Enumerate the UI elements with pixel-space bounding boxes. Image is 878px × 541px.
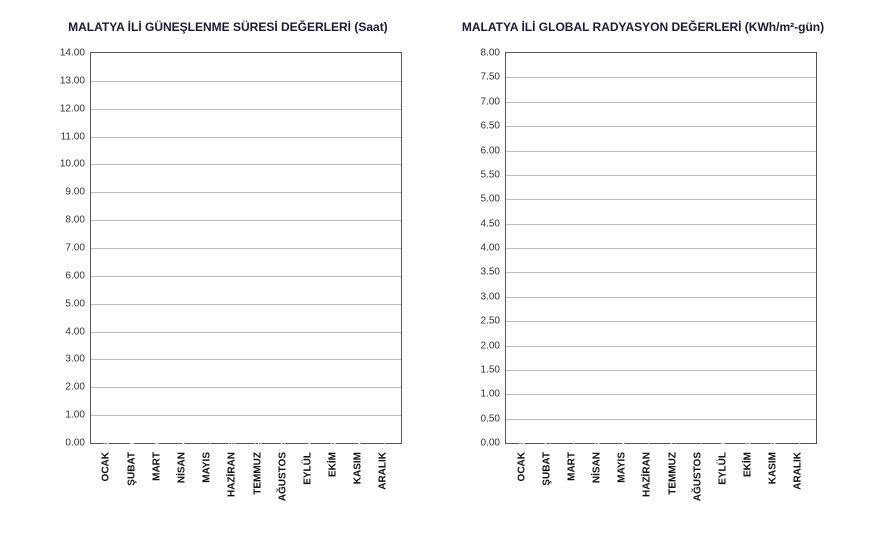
x-label: MART: [151, 452, 162, 481]
chart-sunshine: MALATYA İLİ GÜNEŞLENME SÜRESİ DEĞERLERİ …: [54, 20, 402, 506]
x-label-slot: EYLÜL: [297, 446, 318, 506]
y-tick-label: 5.00: [481, 194, 506, 205]
x-label: ARALIK: [378, 452, 389, 490]
plot-area: 0.000.501.001.502.002.503.003.504.004.50…: [506, 53, 816, 443]
plot-frame: 0.000.501.001.502.002.503.003.504.004.50…: [505, 52, 817, 444]
x-label-slot: NİSAN: [587, 446, 608, 506]
y-tick-label: 13.00: [60, 75, 91, 86]
x-label-slot: HAZİRAN: [222, 446, 243, 506]
x-label: AĞUSTOS: [692, 452, 703, 501]
x-label: OCAK: [516, 452, 527, 481]
x-label: ŞUBAT: [541, 452, 552, 486]
y-tick-label: 0.50: [481, 413, 506, 424]
x-label-slot: TEMMUZ: [247, 446, 268, 506]
x-label-slot: ARALIK: [788, 446, 809, 506]
y-tick-label: 3.00: [65, 354, 90, 365]
y-tick-label: 6.00: [65, 270, 90, 281]
x-label-slot: MART: [146, 446, 167, 506]
x-label-slot: ŞUBAT: [536, 446, 557, 506]
y-tick-label: 7.00: [481, 96, 506, 107]
x-label: MART: [566, 452, 577, 481]
x-label: ŞUBAT: [126, 452, 137, 486]
y-tick-label: 1.50: [481, 364, 506, 375]
x-label-slot: KASIM: [348, 446, 369, 506]
x-label: HAZİRAN: [227, 452, 238, 497]
x-label-slot: EKİM: [738, 446, 759, 506]
y-tick-label: 7.50: [481, 72, 506, 83]
chart-title: MALATYA İLİ GÜNEŞLENME SÜRESİ DEĞERLERİ …: [68, 20, 388, 34]
x-label: TEMMUZ: [252, 452, 263, 495]
x-label-slot: AĞUSTOS: [272, 446, 293, 506]
y-tick-label: 4.00: [481, 243, 506, 254]
y-tick-label: 12.00: [60, 103, 91, 114]
y-tick-label: 5.00: [65, 298, 90, 309]
x-label: NİSAN: [592, 452, 603, 483]
plot-area: 0.001.002.003.004.005.006.007.008.009.00…: [91, 53, 401, 443]
y-tick-label: 6.00: [481, 145, 506, 156]
x-label-slot: HAZİRAN: [637, 446, 658, 506]
x-label: MAYIS: [617, 452, 628, 483]
y-tick-label: 2.00: [65, 382, 90, 393]
x-label-slot: MAYIS: [612, 446, 633, 506]
x-labels: OCAK ŞUBAT MART NİSAN MAYIS HAZİRAN TEMMUZ AĞUS…: [90, 446, 400, 506]
x-label: MAYIS: [202, 452, 213, 483]
x-label-slot: MART: [561, 446, 582, 506]
x-label: EKİM: [743, 452, 754, 477]
x-label: KASIM: [768, 452, 779, 484]
x-label-slot: EKİM: [322, 446, 343, 506]
x-label-slot: ŞUBAT: [121, 446, 142, 506]
x-label: NİSAN: [176, 452, 187, 483]
y-tick-label: 5.50: [481, 169, 506, 180]
x-label: OCAK: [101, 452, 112, 481]
plot-frame: 0.001.002.003.004.005.006.007.008.009.00…: [90, 52, 402, 444]
y-tick-label: 4.50: [481, 218, 506, 229]
x-label-slot: OCAK: [511, 446, 532, 506]
charts-row: MALATYA İLİ GÜNEŞLENME SÜRESİ DEĞERLERİ …: [30, 20, 848, 506]
y-tick-label: 3.00: [481, 291, 506, 302]
y-tick-label: 1.00: [65, 410, 90, 421]
bars-container: 4.235.306.597.869.4111.4312.0911.449.967…: [91, 53, 401, 443]
y-tick-label: 4.00: [65, 326, 90, 337]
y-tick-label: 11.00: [61, 131, 91, 142]
y-tick-label: 0.00: [65, 438, 90, 449]
x-labels: OCAK ŞUBAT MART NİSAN MAYIS HAZİRAN TEMMUZ AĞUS…: [505, 446, 815, 506]
y-tick-label: 7.00: [65, 243, 90, 254]
y-tick-label: 8.00: [65, 215, 90, 226]
y-tick-label: 10.00: [60, 159, 91, 170]
y-tick-label: 2.00: [481, 340, 506, 351]
x-label-slot: OCAK: [96, 446, 117, 506]
y-tick-label: 0.00: [481, 438, 506, 449]
x-label: EYLÜL: [717, 452, 728, 485]
x-label: AĞUSTOS: [277, 452, 288, 501]
x-label: KASIM: [353, 452, 364, 484]
x-label-slot: EYLÜL: [712, 446, 733, 506]
y-tick-label: 6.50: [481, 121, 506, 132]
y-tick-label: 14.00: [60, 48, 91, 59]
y-tick-label: 2.50: [481, 316, 506, 327]
x-label-slot: ARALIK: [373, 446, 394, 506]
x-label: EYLÜL: [302, 452, 313, 485]
y-tick-label: 3.50: [481, 267, 506, 278]
x-label: HAZİRAN: [642, 452, 653, 497]
x-label: EKİM: [328, 452, 339, 477]
x-label-slot: AĞUSTOS: [687, 446, 708, 506]
y-tick-label: 9.00: [65, 187, 90, 198]
y-tick-label: 8.00: [481, 48, 506, 59]
x-label: ARALIK: [793, 452, 804, 490]
chart-title: MALATYA İLİ GLOBAL RADYASYON DEĞERLERİ (…: [462, 20, 824, 34]
x-label-slot: KASIM: [763, 446, 784, 506]
y-tick-label: 1.00: [481, 389, 506, 400]
x-label-slot: MAYIS: [197, 446, 218, 506]
bars-container: 1.882.524.145.136.366.846.826.015.093.73…: [506, 53, 816, 443]
x-label: TEMMUZ: [667, 452, 678, 495]
x-label-slot: TEMMUZ: [662, 446, 683, 506]
chart-radiation: MALATYA İLİ GLOBAL RADYASYON DEĞERLERİ (…: [462, 20, 824, 506]
x-label-slot: NİSAN: [171, 446, 192, 506]
